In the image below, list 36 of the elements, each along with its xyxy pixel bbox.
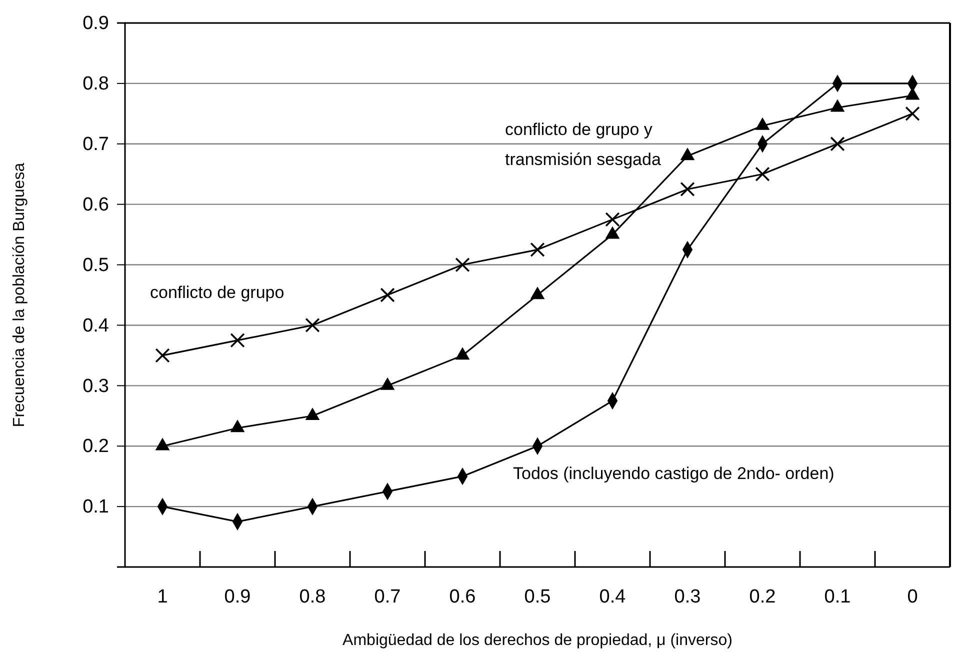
point — [230, 332, 245, 348]
x-tick-label: 0.8 — [299, 586, 326, 608]
point — [755, 166, 770, 182]
y-tick-label: 0.3 — [82, 376, 109, 397]
point — [530, 242, 545, 258]
y-tick-label: 0.5 — [82, 254, 109, 276]
series-label: conflicto de grupo — [150, 283, 284, 302]
x-tick-label: 0.9 — [224, 586, 251, 608]
y-tick-label: 0.7 — [82, 134, 109, 155]
y-tick-label: 0.2 — [82, 436, 109, 458]
x-tick-label: 0.5 — [524, 586, 551, 608]
point — [905, 106, 920, 122]
x-tick-label: 0.4 — [599, 586, 626, 608]
y-tick-label: 0.9 — [82, 13, 109, 34]
point — [830, 136, 845, 152]
x-tick-label: 0.2 — [749, 586, 776, 608]
x-tick-label: 0.3 — [674, 586, 701, 608]
x-axis-title: Ambigüedad de los derechos de propiedad, μ (inverso) — [342, 632, 732, 649]
point — [455, 257, 470, 272]
x-tick-label: 0.1 — [824, 586, 851, 608]
y-tick-label: 0.6 — [82, 194, 109, 216]
x-tick-label: 1 — [157, 586, 168, 608]
point — [305, 318, 320, 333]
x-tick-label: 0 — [907, 586, 918, 608]
series-label: Todos (incluyendo castigo de 2ndo- orden) — [513, 464, 834, 483]
y-tick-label: 0.8 — [82, 74, 109, 95]
point — [680, 182, 695, 197]
y-tick-label: 0.4 — [82, 315, 110, 336]
y-tick-label: 0.1 — [82, 496, 109, 518]
series-label: conflicto de grupo y transmisión sesgada — [505, 120, 662, 169]
point — [380, 288, 395, 302]
y-axis-title: Frecuencia de la población Burguesa — [11, 162, 28, 428]
point — [605, 212, 620, 227]
x-tick-label: 0.6 — [449, 586, 476, 608]
point — [155, 348, 170, 363]
x-tick-label: 0.7 — [374, 586, 401, 608]
